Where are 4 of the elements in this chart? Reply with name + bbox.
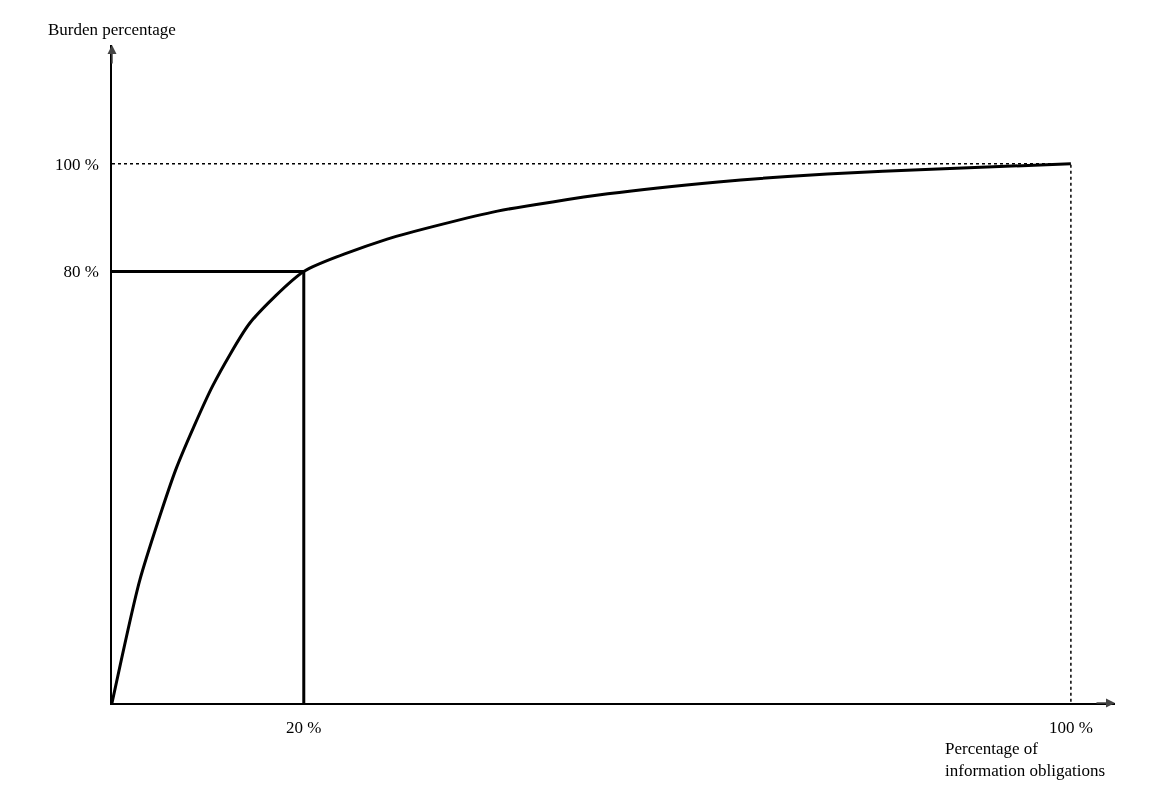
y-axis-title: Burden percentage bbox=[48, 20, 176, 39]
x-axis-title: Percentage of information obligations bbox=[945, 739, 1106, 781]
y-tick-label: 80 % bbox=[63, 262, 99, 282]
x-tick-label: 20 % bbox=[286, 718, 322, 738]
